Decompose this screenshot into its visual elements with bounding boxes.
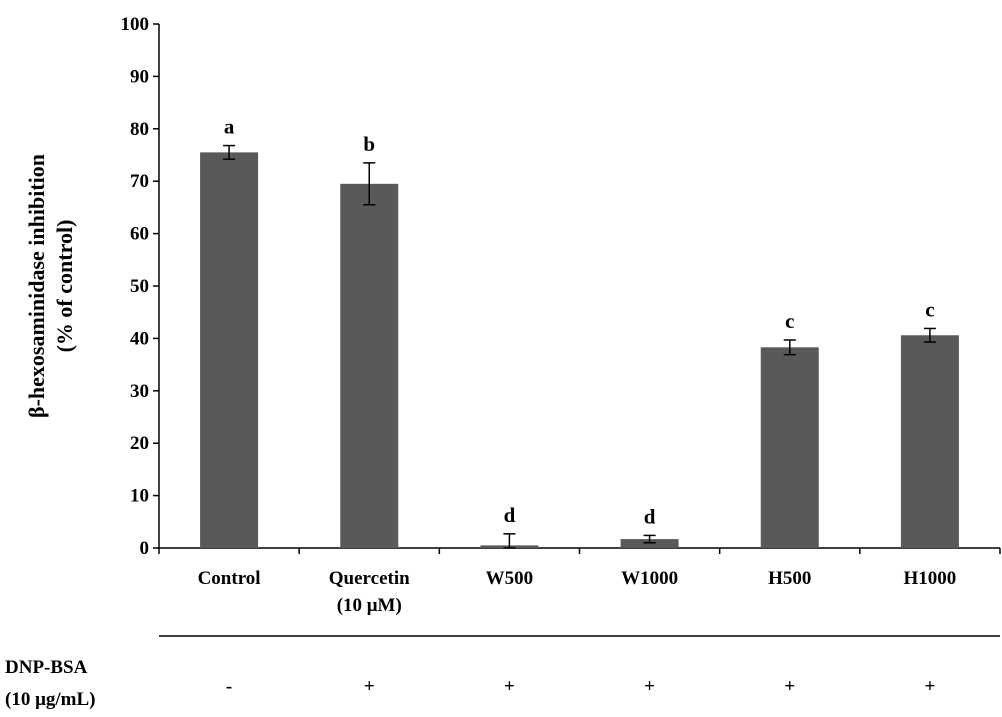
significance-label: c — [925, 297, 934, 321]
error-bars — [223, 144, 936, 549]
y-axis: 0 10 20 30 40 50 60 70 80 90 100 — [121, 14, 160, 559]
condition-value: + — [504, 676, 515, 697]
y-tick-label: 70 — [130, 171, 149, 192]
x-tick-label: W1000 — [621, 568, 678, 589]
bar — [760, 347, 819, 548]
error-bar — [363, 162, 376, 206]
error-bar — [643, 534, 656, 544]
x-tick-label: (10 μM) — [337, 595, 402, 616]
error-bar — [923, 327, 936, 343]
bar — [900, 335, 959, 548]
bar — [620, 539, 679, 548]
bars — [200, 152, 959, 548]
y-tick-label: 10 — [130, 486, 149, 507]
x-tick-label: H1000 — [904, 568, 957, 589]
y-tick-label: 0 — [140, 538, 150, 559]
condition-row: DNP-BSA (10 μg/mL) - + + + + + — [5, 635, 1000, 710]
x-axis — [158, 547, 1001, 554]
significance-label: d — [504, 503, 516, 527]
significance-label: a — [224, 115, 235, 139]
y-tick-label: 20 — [130, 433, 149, 454]
y-tick-label: 50 — [130, 276, 149, 297]
error-bar — [783, 339, 796, 356]
significance-labels: a b d d c c — [224, 115, 935, 529]
condition-label: (10 μg/mL) — [5, 689, 95, 710]
condition-value: + — [784, 676, 795, 697]
y-tick-label: 80 — [130, 119, 149, 140]
condition-value: + — [925, 676, 936, 697]
error-bar — [223, 144, 236, 160]
significance-label: b — [363, 132, 375, 156]
y-axis-label: β-hexosaminidase inhibition (% of control… — [24, 154, 77, 418]
condition-value: + — [644, 676, 655, 697]
y-tick-label: 90 — [130, 66, 149, 87]
x-tick-label: Control — [198, 568, 261, 589]
y-tick-label: 100 — [121, 14, 150, 35]
condition-value: - — [226, 676, 232, 697]
y-tick-label: 30 — [130, 381, 149, 402]
bar — [340, 183, 399, 548]
error-bar — [503, 533, 516, 549]
y-tick-label: 60 — [130, 224, 149, 245]
y-axis-label-line: β-hexosaminidase inhibition — [24, 154, 49, 418]
significance-label: d — [644, 504, 656, 528]
y-axis-label-line: (% of control) — [52, 220, 77, 353]
significance-label: c — [785, 309, 794, 333]
y-tick-label: 40 — [130, 328, 149, 349]
x-tick-label: H500 — [768, 568, 811, 589]
condition-value: + — [364, 676, 375, 697]
category-labels: Control Quercetin (10 μM) W500 W1000 H500 H100… — [198, 568, 957, 616]
x-tick-label: W500 — [486, 568, 534, 589]
condition-label: DNP-BSA — [5, 657, 88, 678]
x-tick-label: Quercetin — [329, 568, 410, 589]
bar — [200, 152, 259, 548]
